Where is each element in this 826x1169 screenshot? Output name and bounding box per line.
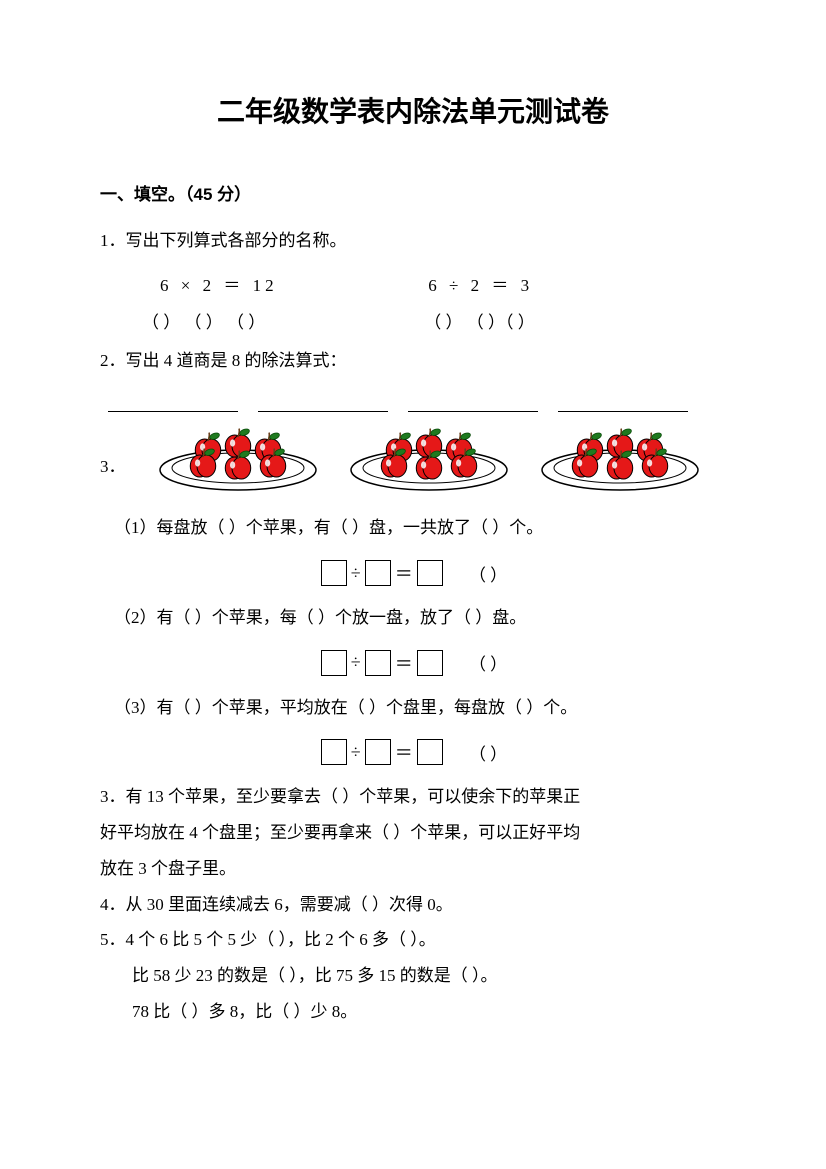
equals-icon: ＝ [395,650,413,676]
q1-eq-left: 6 × 2 ＝ 12 [160,271,420,296]
apple-plate-icon [153,414,323,494]
q3-eq3: ÷ ＝ （ ） [100,739,726,765]
section-1-header: 一、填空。（45 分） [100,180,726,205]
q3-eq2: ÷ ＝ （ ） [100,650,726,676]
box-icon [365,650,391,676]
box-icon [321,739,347,765]
box-icon [321,650,347,676]
q1-parens: （ ） （ ） （ ） （ ） （ ）（ ） [100,308,726,333]
blank-3 [408,394,538,412]
box-icon [365,739,391,765]
q3b-line3: 放在 3 个盘子里。 [100,851,726,887]
apple-plate-icon [344,414,514,494]
apple-plates-row [132,414,726,494]
equals-icon: ＝ [395,739,413,765]
blank-1 [108,394,238,412]
q3-sub1: （1）每盘放（ ）个苹果，有（ ）盘，一共放了（ ）个。 [100,510,726,546]
q3-sub2: （2）有（ ）个苹果，每（ ）个放一盘，放了（ ）盘。 [100,600,726,636]
box-icon [321,560,347,586]
divide-icon: ÷ [351,652,361,673]
q1-equations: 6 × 2 ＝ 12 6 ÷ 2 ＝ 3 [100,271,726,296]
q2-blanks [100,394,726,412]
box-icon [417,560,443,586]
divide-icon: ÷ [351,742,361,763]
q1-eq-right: 6 ÷ 2 ＝ 3 [428,276,533,295]
blank-4 [558,394,688,412]
q5-line3: 78 比（ ）多 8，比（ ）少 8。 [100,994,726,1030]
q1-paren-left: （ ） （ ） （ ） [142,308,420,333]
q4-text: 4．从 30 里面连续减去 6，需要减（ ）次得 0。 [100,887,726,923]
box-icon [365,560,391,586]
q3-wrap: 3． [100,418,726,510]
q3-sub3: （3）有（ ）个苹果，平均放在（ ）个盘里，每盘放（ ）个。 [100,690,726,726]
equals-icon: ＝ [395,560,413,586]
apple-plate-icon [535,414,705,494]
q3-number: 3． [100,452,132,477]
paren-blank: （ ） [469,561,507,586]
q5-line2: 比 58 少 23 的数是（ ），比 75 多 15 的数是（ ）。 [100,958,726,994]
q3-eq1: ÷ ＝ （ ） [100,560,726,586]
worksheet-page: 二年级数学表内除法单元测试卷 一、填空。（45 分） 1．写出下列算式各部分的名… [0,0,826,1169]
paren-blank: （ ） [469,650,507,675]
box-icon [417,650,443,676]
q2-text: 2．写出 4 道商是 8 的除法算式： [100,343,726,379]
page-title: 二年级数学表内除法单元测试卷 [100,90,726,130]
box-icon [417,739,443,765]
q5-line1: 5．4 个 6 比 5 个 5 少（ ），比 2 个 6 多（ ）。 [100,922,726,958]
q3b-line1: 3．有 13 个苹果，至少要拿去（ ）个苹果，可以使余下的苹果正 [100,779,726,815]
blank-2 [258,394,388,412]
q3b-line2: 好平均放在 4 个盘里；至少要再拿来（ ）个苹果，可以正好平均 [100,815,726,851]
q1-paren-right: （ ） （ ）（ ） [424,313,535,332]
q1-text: 1．写出下列算式各部分的名称。 [100,223,726,259]
paren-blank: （ ） [469,740,507,765]
divide-icon: ÷ [351,563,361,584]
